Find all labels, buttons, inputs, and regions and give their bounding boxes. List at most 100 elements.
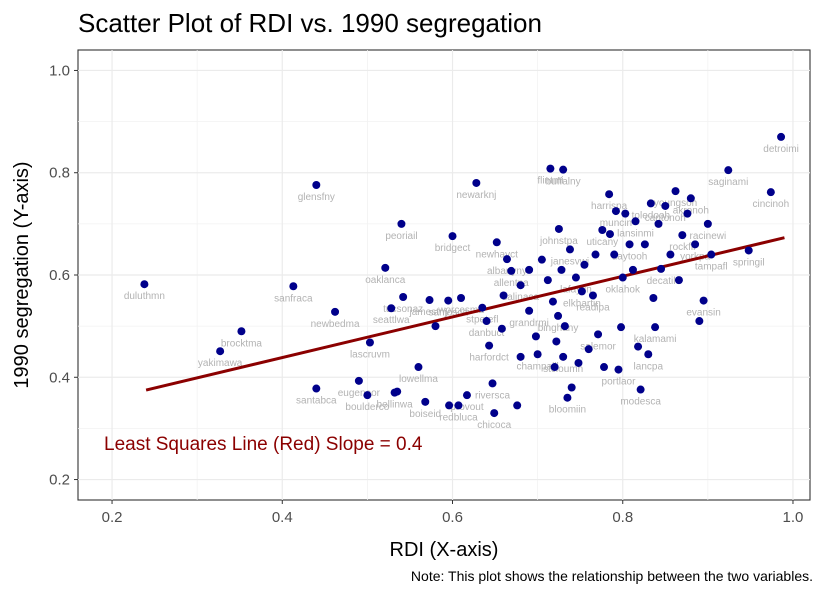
point-label: elkhartin [563,298,601,309]
data-point [634,342,643,351]
point-label: newarknj [456,190,496,201]
data-point [331,307,340,316]
data-point [628,265,637,274]
point-label: bloomiin [549,405,586,416]
data-point [462,391,471,400]
data-point [472,178,481,187]
y-tick-label: 0.2 [49,472,70,489]
point-label: cincinoh [752,199,789,210]
data-point [140,280,149,289]
point-label: muncin [600,218,632,229]
point-label: jamestny [409,307,450,318]
data-point [492,238,501,247]
point-label: detroimi [763,144,799,155]
point-label: lancpa [634,361,664,372]
data-point [580,260,589,269]
point-label: toledooh [632,210,670,221]
x-tick-label: 0.4 [272,509,293,526]
point-label: peoriail [385,231,417,242]
data-point [631,217,640,226]
data-point [605,190,614,199]
data-point [546,164,555,173]
point-label: boulderco [345,402,389,413]
point-label: boiseid [409,409,441,420]
point-label: lafaytin [560,285,592,296]
point-label: lansinmi [617,228,654,239]
point-label: grandrmi [509,318,548,329]
data-point [591,250,600,259]
point-label: uticany [586,237,618,248]
data-point [533,350,542,359]
point-label: springil [733,257,765,268]
data-point [661,201,670,210]
point-label: flintmi [537,176,563,187]
x-tick-label: 0.6 [442,509,463,526]
point-label: janesvwi [550,256,589,267]
data-point [445,401,454,410]
point-label: newhavct [476,249,518,260]
data-point [563,393,572,402]
x-tick-label: 1.0 [783,509,804,526]
data-point [499,291,508,300]
data-point [543,276,552,285]
data-points [140,132,786,418]
data-point [614,365,623,374]
data-point [537,255,546,264]
data-point [674,276,683,285]
data-point [611,207,620,216]
point-label: worcesma [437,305,484,316]
data-point [678,231,687,240]
data-point [625,240,634,249]
x-tick-label: 0.8 [612,509,633,526]
point-label: akronoh [673,205,709,216]
point-label: salemor [580,341,616,352]
point-label: kalamami [634,334,677,345]
point-label: decatil [647,276,676,287]
data-point [482,317,491,326]
data-point [393,387,402,396]
data-point [640,240,649,249]
data-point [618,273,627,282]
chart-title: Scatter Plot of RDI vs. 1990 segregation [78,8,542,38]
point-label: tampafl [695,262,728,273]
point-label: redbluca [439,412,478,423]
data-point [617,323,626,332]
point-label: yorkpa [680,251,710,262]
point-label: chicoca [477,420,511,431]
point-label: modesca [620,397,661,408]
point-label: oaklanca [365,275,405,286]
data-point [565,245,574,254]
point-label: danbuct [469,328,505,339]
data-point [516,281,525,290]
point-label: provout [450,402,484,413]
data-point [683,209,692,218]
data-point [397,219,406,228]
data-point [649,294,658,303]
data-point [588,291,597,300]
data-point [594,330,603,339]
data-point [488,379,497,388]
data-point [478,303,487,312]
y-axis-title: 1990 segregation (Y-axis) [11,161,33,388]
point-label: portlaor [602,377,637,388]
point-label: champaill [517,361,559,372]
data-point [577,287,586,296]
point-label: lascruvm [350,350,390,361]
data-point [554,311,563,320]
data-point [425,296,434,305]
data-point [571,273,580,282]
data-point [744,246,753,255]
data-point [513,401,522,410]
point-label: glensfny [298,192,335,203]
data-point [552,337,561,346]
point-label: johnstpa [539,236,578,247]
x-tick-label: 0.2 [102,509,123,526]
point-label: bellinwa [377,400,414,411]
data-point [557,265,566,274]
data-point [502,255,511,264]
data-point [666,250,675,259]
data-point [654,219,663,228]
point-label: newbedma [311,319,360,330]
y-tick-label: 0.8 [49,165,70,182]
point-label: brocktma [221,338,263,349]
